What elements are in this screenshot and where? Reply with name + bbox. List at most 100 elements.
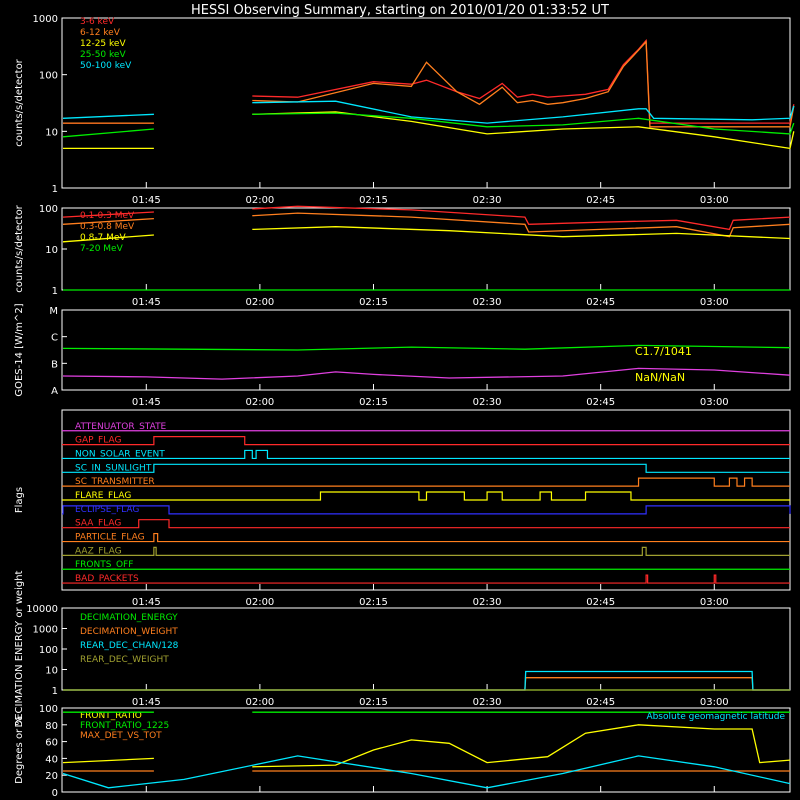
gamma-xtick-label: 02:00 (245, 297, 274, 308)
goes-ytick-label: B (51, 359, 58, 370)
goes-series-0-5-4-a (62, 367, 791, 380)
hxr-xtick-label: 02:00 (245, 195, 274, 206)
geo-frame (61, 707, 791, 793)
goes-xtick-label: 02:15 (359, 397, 388, 408)
flag-label-non-solar-event: NON_SOLAR_EVENT (75, 449, 165, 459)
gamma-series-0-1-0-3-mev (62, 205, 791, 231)
decim-xtick-label: 03:00 (700, 697, 729, 708)
flag-label-saa-flag: SAA_FLAG (75, 519, 121, 529)
hxr-series-25-50-kev (62, 112, 795, 138)
gamma-ytick-label: 1 (52, 286, 58, 297)
flag-label-particle-flag: PARTICLE_FLAG (75, 533, 145, 543)
flag-label-eclipse-flag: ECLIPSE_FLAG (75, 505, 139, 515)
gamma-series-0-8-7-mev (62, 226, 791, 243)
geo-legend-front-ratio: FRONT_RATIO (80, 711, 142, 721)
geo-ytick-label: 20 (45, 771, 58, 782)
hxr-legend-12-25-kev: 12-25 keV (80, 39, 126, 49)
flag-label-attenuator-state: ATTENUATOR_STATE (75, 422, 167, 432)
goes-ytick-label: C (51, 333, 58, 344)
gamma-ytick-label: 10 (45, 245, 58, 256)
hxr-legend-50-100-kev: 50-100 keV (80, 61, 132, 71)
gamma-legend-0-8-7-mev: 0.8-7 MeV (80, 233, 126, 243)
goes-series-1-8-a (62, 344, 791, 351)
decim-ytick-label: 10 (45, 666, 58, 677)
decim-legend-decimation-weight: DECIMATION_WEIGHT (80, 627, 178, 637)
geo-series-absolute-geomagnetic-latitude (62, 755, 791, 789)
gamma-legend-7-20-mev: 7-20 MeV (80, 244, 124, 254)
decim-ytick-label: 100 (39, 645, 58, 656)
flags-xtick-label: 02:30 (473, 597, 502, 608)
geo-ytick-label: 100 (39, 704, 58, 715)
geo-ylabel: Degrees or % (14, 716, 25, 784)
geo-ytick-label: 40 (45, 754, 58, 765)
flag-line-sc-transmitter (62, 477, 790, 487)
hxr-legend-6-12-kev: 6-12 keV (80, 28, 121, 38)
gamma-panel: 1 10 100 counts/s/detector 01:45 02:00 02:15 02… (14, 204, 791, 308)
decim-ylabel: DECIMATION ENERGY or weight (14, 570, 25, 727)
geo-annotation-latitude: Absolute geomagnetic latitude (646, 712, 785, 722)
geo-legend-front-ratio-1225: FRONT_RATIO_1225 (80, 721, 169, 731)
hxr-legend-25-50-kev: 25-50 keV (80, 50, 126, 60)
decim-legend-decimation-energy: DECIMATION_ENERGY (80, 613, 178, 623)
hxr-ytick-label: 100 (39, 71, 58, 82)
goes-ytick-label: A (51, 386, 58, 397)
decim-ytick-label: 1000 (33, 625, 58, 636)
gamma-legend-0-1-0-3-mev: 0.1-0.3 MeV (80, 211, 135, 221)
hxr-series-50-100-kev (62, 100, 795, 124)
hxr-panel: 1 10 100 1000 counts/s/detector 01:45 02:00 02:… (14, 14, 795, 206)
hxr-series-6-12-kev (63, 40, 795, 128)
flag-line-non-solar-event (62, 449, 790, 460)
flags-xtick-label: 01:45 (132, 597, 161, 608)
hxr-legend-3-6-kev: 3-6 keV (80, 17, 115, 27)
figure-title: HESSI Observing Summary, starting on 201… (191, 3, 609, 18)
flag-line-flare-flag (62, 491, 790, 501)
hxr-xtick-label: 02:45 (586, 195, 615, 206)
geo-ytick-label: 0 (52, 788, 58, 799)
decim-legend-rear-dec-chan-128: REAR_DEC_CHAN/128 (80, 641, 179, 651)
decim-xtick-label: 02:00 (245, 697, 274, 708)
goes-annotation-nan: NaN/NaN (635, 371, 685, 384)
decim-xtick-label: 02:45 (586, 697, 615, 708)
goes-xtick-label: 03:00 (700, 397, 729, 408)
flag-line-aaz-flag (62, 546, 790, 556)
decim-ytick-label: 10000 (26, 604, 58, 615)
flag-label-aaz-flag: AAZ_FLAG (75, 546, 122, 556)
flag-label-sc-in-sunlight: SC_IN_SUNLIGHT (75, 463, 152, 473)
flags-xtick-label: 02:00 (245, 597, 274, 608)
hxr-ylabel: counts/s/detector (14, 58, 25, 146)
goes-frame (61, 309, 791, 391)
gamma-xtick-label: 03:00 (700, 297, 729, 308)
gamma-ylabel: counts/s/detector (14, 204, 25, 292)
hxr-ytick-label: 1 (52, 184, 58, 195)
gamma-xtick-label: 02:15 (359, 297, 388, 308)
flag-label-fronts-off: FRONTS_OFF (75, 560, 133, 570)
flag-line-saa-flag (62, 519, 790, 529)
geo-legend-max-det-vs-tot: MAX_DET_VS_TOT (80, 731, 162, 741)
flag-line-gap-flag (62, 436, 790, 446)
flag-line-sc-in-sunlight (62, 463, 790, 473)
goes-ytick-label: M (49, 306, 58, 317)
goes-annotation-peak: C1.7/1041 (635, 345, 692, 358)
gamma-xtick-label: 02:45 (586, 297, 615, 308)
flags-xtick-label: 02:15 (359, 597, 388, 608)
geo-series-front-ratio (62, 724, 791, 768)
flags-panel: Flags 01:45 02:00 02:15 02:30 02:45 03:00 ATTEN… (14, 409, 791, 608)
goes-xtick-label: 02:45 (586, 397, 615, 408)
goes-xtick-label: 01:45 (132, 397, 161, 408)
gamma-legend-0-3-0-8-mev: 0.3-0.8 MeV (80, 222, 135, 232)
hxr-ytick-label: 1000 (33, 14, 58, 25)
flags-ylabel: Flags (14, 487, 25, 513)
decim-xtick-label: 02:30 (473, 697, 502, 708)
flag-line-bad-packets (62, 574, 790, 584)
decim-xtick-label: 01:45 (132, 697, 161, 708)
goes-ylabel: GOES-14 [W/m^2] (14, 303, 25, 396)
geo-ytick-label: 80 (45, 721, 58, 732)
decim-ytick-label: 1 (52, 686, 58, 697)
flag-label-sc-transmitter: SC_TRANSMITTER (75, 477, 155, 487)
hxr-frame (61, 17, 791, 189)
flags-xtick-label: 03:00 (700, 597, 729, 608)
